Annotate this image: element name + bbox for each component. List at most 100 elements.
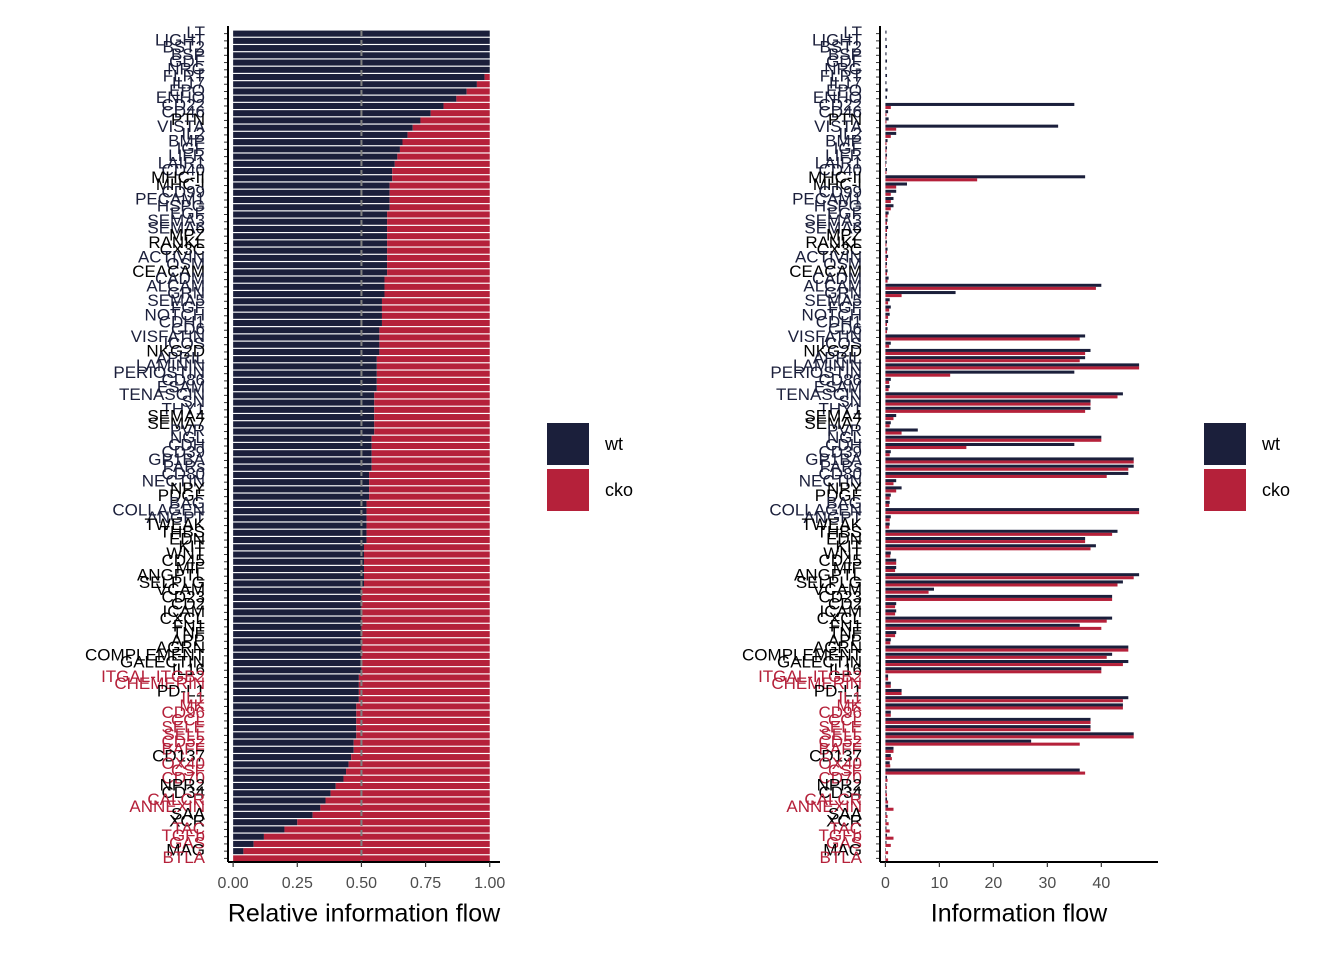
y-tick-label: EPO (169, 81, 205, 100)
y-tick-label: PDGF (815, 486, 862, 505)
bar (885, 442, 1075, 446)
bar (353, 739, 490, 746)
y-tick-label: IL2 (838, 124, 862, 143)
bar (376, 363, 490, 370)
y-tick-label: PTN (171, 110, 205, 129)
y-tick-label: VISTA (814, 117, 863, 136)
bar (885, 460, 1134, 464)
bar (885, 279, 888, 283)
y-tick-label: CD96 (162, 703, 205, 722)
bar (885, 583, 1118, 587)
bar (885, 163, 886, 167)
bar (233, 529, 367, 536)
y-tick-label: TAC (172, 819, 205, 838)
y-tick-label: CD40 (819, 161, 862, 180)
y-tick-label: OSM (823, 255, 862, 274)
bar (885, 402, 1091, 406)
bar (885, 626, 1102, 630)
bar (885, 786, 888, 790)
bar (885, 200, 891, 204)
bar (389, 182, 490, 189)
bar (233, 761, 349, 768)
y-tick-label: LAIR1 (815, 153, 862, 172)
bar (233, 616, 362, 623)
y-tick-label: IL2 (181, 124, 205, 143)
bar (885, 225, 889, 229)
bar (233, 508, 367, 515)
bar (885, 717, 1091, 721)
bar (885, 233, 888, 237)
bar (361, 587, 490, 594)
y-tick-label: IL1 (181, 689, 205, 708)
y-tick-label: IGF (834, 139, 862, 158)
bar (233, 211, 388, 218)
bar (885, 457, 1134, 461)
bar (885, 134, 891, 138)
bar (885, 30, 887, 34)
y-tick-label: PDGF (158, 486, 205, 505)
bar (885, 645, 1129, 649)
y-tick-label: KIT (836, 537, 862, 556)
bar (885, 366, 1140, 370)
bar (885, 388, 889, 392)
bar (885, 761, 890, 765)
bar (885, 406, 1091, 410)
y-tick-label: EGF (827, 204, 862, 223)
bar (233, 790, 331, 797)
bar (885, 414, 897, 418)
bar (233, 81, 477, 88)
y-tick-label: COLLAGEN (769, 501, 862, 520)
bar (885, 544, 1096, 548)
bar (885, 674, 889, 678)
bar (233, 124, 413, 131)
bar (885, 124, 1059, 128)
bar (885, 764, 891, 768)
bar (885, 464, 1134, 468)
y-tick-label: CXCL (817, 609, 862, 628)
y-tick-label: THY1 (162, 399, 205, 418)
bar (233, 660, 362, 667)
bar (361, 594, 490, 601)
bar (356, 725, 490, 732)
bar (885, 254, 889, 258)
x-tick-label: 20 (984, 875, 1002, 892)
bar (885, 612, 896, 616)
bar (379, 327, 490, 334)
bar (387, 211, 490, 218)
bar (330, 790, 490, 797)
y-tick-label: BMP (825, 132, 862, 151)
bar (233, 305, 382, 312)
bar (885, 782, 887, 787)
y-tick-label: OX40 (819, 754, 862, 773)
y-tick-label: NECTIN (799, 472, 862, 491)
y-tick-label: CADM (812, 269, 862, 288)
bar (885, 855, 886, 859)
bar (397, 153, 490, 160)
bar (233, 218, 388, 225)
bar (885, 298, 890, 302)
y-tick-label: GP1BA (805, 450, 862, 469)
bar (381, 319, 490, 327)
y-tick-label: SEMA5 (804, 291, 862, 310)
y-tick-label: LAMININ (136, 356, 205, 375)
y-tick-label: CEACAM (132, 262, 205, 281)
y-tick-label: NPR2 (160, 776, 205, 795)
y-tick-label: TENASCIN (776, 385, 862, 404)
bar (371, 457, 490, 464)
bar (885, 561, 897, 565)
y-tick-label: WNT (823, 544, 862, 563)
y-tick-label: MHC-I (813, 175, 862, 194)
bar (885, 703, 1123, 707)
bar (885, 380, 890, 384)
bar (263, 833, 490, 840)
bar (885, 221, 888, 225)
y-tick-label: LT (186, 23, 205, 42)
bar (885, 218, 888, 222)
y-tick-label: OX40 (162, 754, 205, 773)
bar (233, 392, 375, 399)
bar (364, 565, 490, 573)
bar (233, 117, 421, 124)
bar (885, 127, 897, 131)
y-tick-label: CD22 (819, 95, 862, 114)
bar (885, 547, 1091, 551)
